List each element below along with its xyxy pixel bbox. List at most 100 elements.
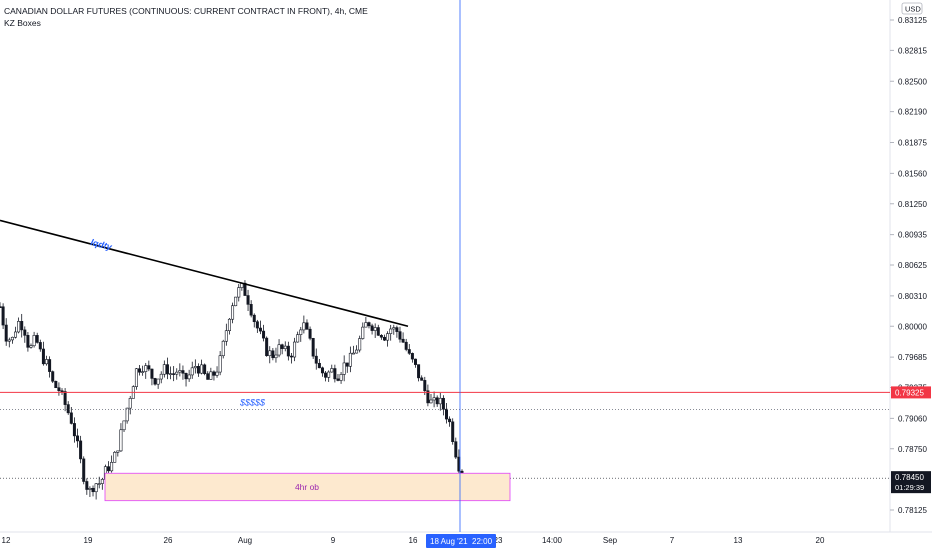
candle xyxy=(32,335,36,347)
candle xyxy=(258,327,262,332)
candle xyxy=(113,452,117,463)
candle xyxy=(41,348,45,365)
candle xyxy=(432,397,436,401)
crosshair-time-tag xyxy=(426,534,496,548)
candle xyxy=(76,435,80,442)
candle xyxy=(54,380,58,389)
candle xyxy=(215,371,219,376)
candle xyxy=(91,487,95,493)
candle xyxy=(314,355,318,364)
candle xyxy=(274,354,278,359)
candle xyxy=(376,327,380,336)
candle xyxy=(401,338,405,343)
candle xyxy=(271,350,275,359)
chart-title: CANADIAN DOLLAR FUTURES (CONTINUOUS: CUR… xyxy=(4,6,368,16)
candle xyxy=(283,345,287,349)
price-tick-label: 0.80310 xyxy=(898,292,927,301)
candle xyxy=(156,378,160,385)
candle xyxy=(386,333,390,341)
red-price-tag xyxy=(891,386,931,399)
current-price-value: 0.78450 xyxy=(895,473,924,482)
candle xyxy=(134,368,138,387)
candle xyxy=(122,420,126,431)
candle xyxy=(63,391,67,405)
candle xyxy=(417,364,421,379)
candle xyxy=(116,450,120,453)
candle xyxy=(296,334,300,343)
candle xyxy=(181,370,185,374)
candle xyxy=(94,483,98,493)
candle xyxy=(407,349,411,354)
candle xyxy=(35,335,39,343)
candle xyxy=(203,364,207,374)
price-tick-label: 0.82815 xyxy=(898,46,927,55)
candle xyxy=(444,408,448,420)
price-tick-label: 0.80935 xyxy=(898,231,927,240)
candle xyxy=(110,462,114,472)
candle xyxy=(317,362,321,369)
candle xyxy=(373,327,377,331)
candle xyxy=(379,335,383,338)
price-tick-label: 0.81560 xyxy=(898,169,927,178)
price-tick-label: 0.78125 xyxy=(898,506,927,515)
candle xyxy=(280,344,284,349)
candle xyxy=(237,287,241,298)
price-tick-label: 0.81250 xyxy=(898,200,927,209)
trendline[interactable] xyxy=(0,219,409,328)
red-price-value: 0.79325 xyxy=(895,388,924,397)
candle xyxy=(311,338,315,357)
candle xyxy=(286,345,290,357)
candle xyxy=(175,371,179,375)
candle xyxy=(410,353,414,360)
candle xyxy=(361,326,365,339)
candle xyxy=(324,372,328,378)
candle xyxy=(246,295,250,305)
time-tick-label: 9 xyxy=(331,536,336,545)
candle xyxy=(178,370,182,373)
candle xyxy=(413,358,417,365)
candle xyxy=(330,368,334,373)
candle xyxy=(60,390,64,393)
candle xyxy=(234,296,238,307)
candle xyxy=(389,328,393,334)
candle xyxy=(438,397,442,405)
candle xyxy=(339,374,343,381)
price-tick-label: 0.79060 xyxy=(898,414,927,423)
order-block-label: 4hr ob xyxy=(295,482,319,492)
candle xyxy=(66,404,70,414)
candle xyxy=(20,321,24,331)
time-tick-label: 19 xyxy=(84,536,93,545)
candle xyxy=(367,322,371,327)
price-tick-label: 0.81875 xyxy=(898,139,927,148)
candle xyxy=(119,429,123,452)
indicator-label: KZ Boxes xyxy=(4,18,41,28)
candle xyxy=(172,373,176,375)
order-block-box xyxy=(104,472,511,502)
candle xyxy=(141,371,145,373)
candle xyxy=(206,373,210,380)
countdown-value: 01:29:39 xyxy=(895,483,924,492)
candle xyxy=(159,373,163,380)
candle xyxy=(196,366,200,374)
candle xyxy=(289,355,293,358)
trendline-label: lqdty xyxy=(90,237,114,252)
time-tick-label: 26 xyxy=(164,536,173,545)
candle xyxy=(88,487,92,490)
candle xyxy=(26,335,30,348)
candle xyxy=(144,365,148,372)
liquidity-label: $$$$$ xyxy=(239,397,266,407)
candle xyxy=(420,377,424,381)
candle xyxy=(138,368,142,373)
candle xyxy=(14,331,18,338)
candle xyxy=(392,327,396,330)
candle xyxy=(4,324,8,342)
candle xyxy=(370,325,374,331)
candle xyxy=(345,362,349,367)
candle xyxy=(305,322,309,330)
candle xyxy=(395,327,399,332)
candle xyxy=(97,483,101,485)
time-tick-label: 20 xyxy=(816,536,825,545)
candle xyxy=(336,378,340,381)
crosshair-date: 18 Aug '21 xyxy=(430,537,468,546)
